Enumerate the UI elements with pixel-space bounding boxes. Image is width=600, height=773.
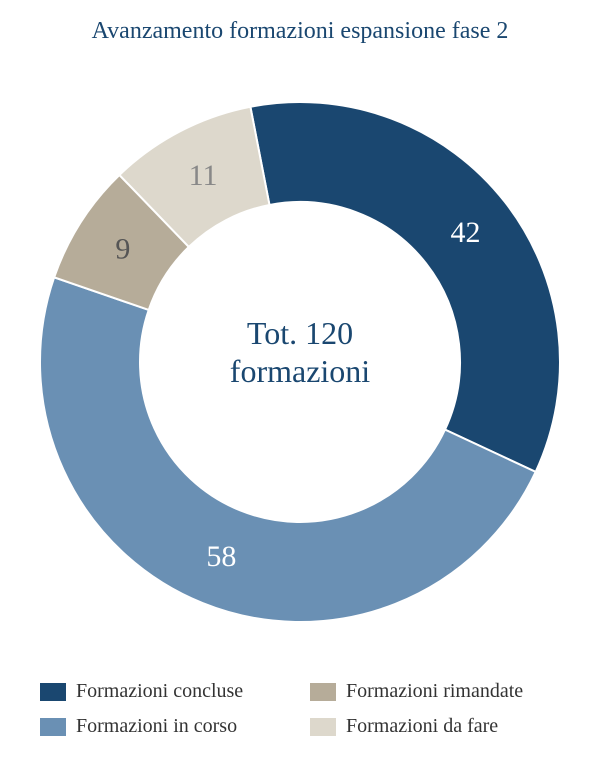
donut-slice-value-da_fare: 11	[189, 159, 218, 192]
center-line-1: Tot. 120	[247, 315, 353, 351]
center-line-2: formazioni	[230, 353, 370, 389]
legend-label: Formazioni rimandate	[346, 680, 523, 703]
legend-swatch	[40, 718, 66, 736]
donut-slice-value-concluse: 42	[450, 216, 480, 249]
legend: Formazioni concluse Formazioni rimandate…	[40, 680, 560, 738]
donut-slice-concluse	[250, 102, 560, 472]
legend-label: Formazioni concluse	[76, 680, 243, 703]
legend-swatch	[310, 718, 336, 736]
legend-item: Formazioni in corso	[40, 715, 290, 738]
legend-item: Formazioni rimandate	[310, 680, 560, 703]
legend-label: Formazioni in corso	[76, 715, 237, 738]
chart-container: Avanzamento formazioni espansione fase 2…	[0, 0, 600, 773]
legend-swatch	[310, 683, 336, 701]
donut-slice-value-in_corso: 58	[206, 540, 236, 573]
donut-slice-value-rimandate: 9	[115, 233, 130, 266]
chart-title: Avanzamento formazioni espansione fase 2	[0, 18, 600, 45]
legend-label: Formazioni da fare	[346, 715, 498, 738]
legend-item: Formazioni da fare	[310, 715, 560, 738]
chart-center-label: Tot. 120 formazioni	[0, 314, 600, 391]
legend-swatch	[40, 683, 66, 701]
legend-item: Formazioni concluse	[40, 680, 290, 703]
